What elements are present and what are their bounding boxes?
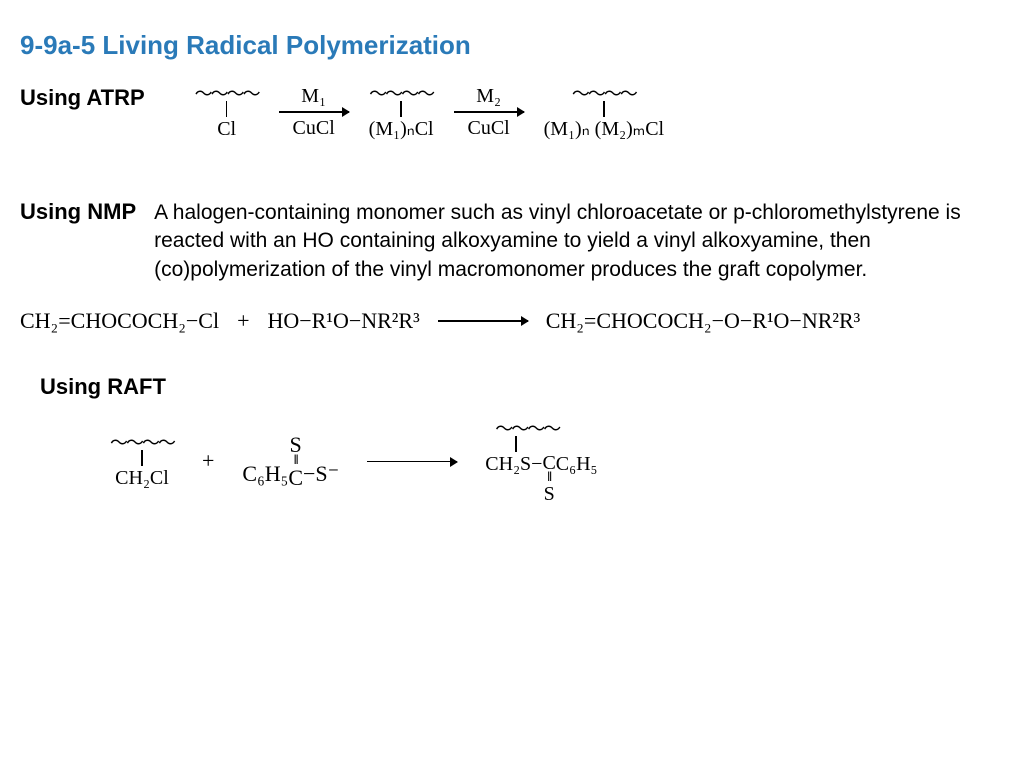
nmp-eq-left1: CH₂=CHOCOCH₂−Cl (20, 308, 219, 334)
pendant-1: Cl (217, 119, 236, 139)
arrow1-bottom: CuCl (293, 117, 335, 139)
raft-product: 〜〜〜〜 CH₂S− C ǁ S C₆H₅ (485, 420, 597, 503)
arrow1-top: M₁ (301, 85, 326, 107)
pendant-2: (M₁)ₙCl (369, 119, 434, 139)
nmp-eq-right: CH₂=CHOCOCH₂−O−R¹O−NR²R³ (546, 308, 861, 334)
atrp-arrow-2: M₂ CuCl (454, 85, 524, 139)
raft-plus: + (202, 448, 214, 474)
nmp-section: Using NMP A halogen-containing monomer s… (20, 199, 1004, 284)
nmp-equation: CH₂=CHOCOCH₂−Cl + HO−R¹O−NR²R³ CH₂=CHOCO… (20, 308, 1004, 334)
raft-label: Using RAFT (40, 374, 1004, 400)
nmp-label: Using NMP (20, 199, 136, 284)
raft-scheme: 〜〜〜〜 CH₂Cl + C₆H₅ S ǁ C −S⁻ 〜〜〜〜 CH₂S− C… (110, 420, 1004, 503)
nmp-eq-plus: + (237, 308, 249, 334)
atrp-arrow-1: M₁ CuCl (279, 85, 349, 139)
page-title: 9-9a-5 Living Radical Polymerization (20, 30, 1004, 61)
nmp-eq-left2: HO−R¹O−NR²R³ (268, 308, 420, 334)
atrp-intermediate: 〜〜〜〜 (M₁)ₙCl (369, 85, 434, 139)
raft-reactant-pendant: CH₂Cl (115, 468, 169, 488)
raft-product-prefix: CH₂S− (485, 454, 542, 474)
raft-arrow (367, 461, 457, 463)
raft-reagent: C₆H₅ S ǁ C −S⁻ (242, 435, 339, 487)
raft-reactant: 〜〜〜〜 CH₂Cl (110, 434, 174, 488)
pendant-3: (M₁)ₙ (M₂)ₘCl (544, 119, 664, 139)
raft-reagent-c: C (288, 468, 303, 488)
nmp-arrow (438, 320, 528, 322)
raft-product-suffix: C₆H₅ (556, 454, 598, 474)
atrp-scheme: 〜〜〜〜 Cl M₁ CuCl 〜〜〜〜 (M₁)ₙCl M₂ CuCl 〜〜〜… (195, 85, 664, 139)
arrow2-top: M₂ (476, 85, 501, 107)
atrp-product: 〜〜〜〜 (M₁)ₙ (M₂)ₘCl (544, 85, 664, 139)
raft-reagent-suffix: −S⁻ (303, 461, 339, 487)
atrp-reactant-1: 〜〜〜〜 Cl (195, 85, 259, 139)
raft-reagent-prefix: C₆H₅ (242, 461, 288, 487)
atrp-section: Using ATRP 〜〜〜〜 Cl M₁ CuCl 〜〜〜〜 (M₁)ₙCl … (20, 85, 1004, 139)
nmp-description: A halogen-containing monomer such as vin… (154, 199, 1004, 284)
arrow2-bottom: CuCl (468, 117, 510, 139)
atrp-label: Using ATRP (20, 85, 145, 111)
raft-product-s-bottom: S (544, 485, 555, 503)
